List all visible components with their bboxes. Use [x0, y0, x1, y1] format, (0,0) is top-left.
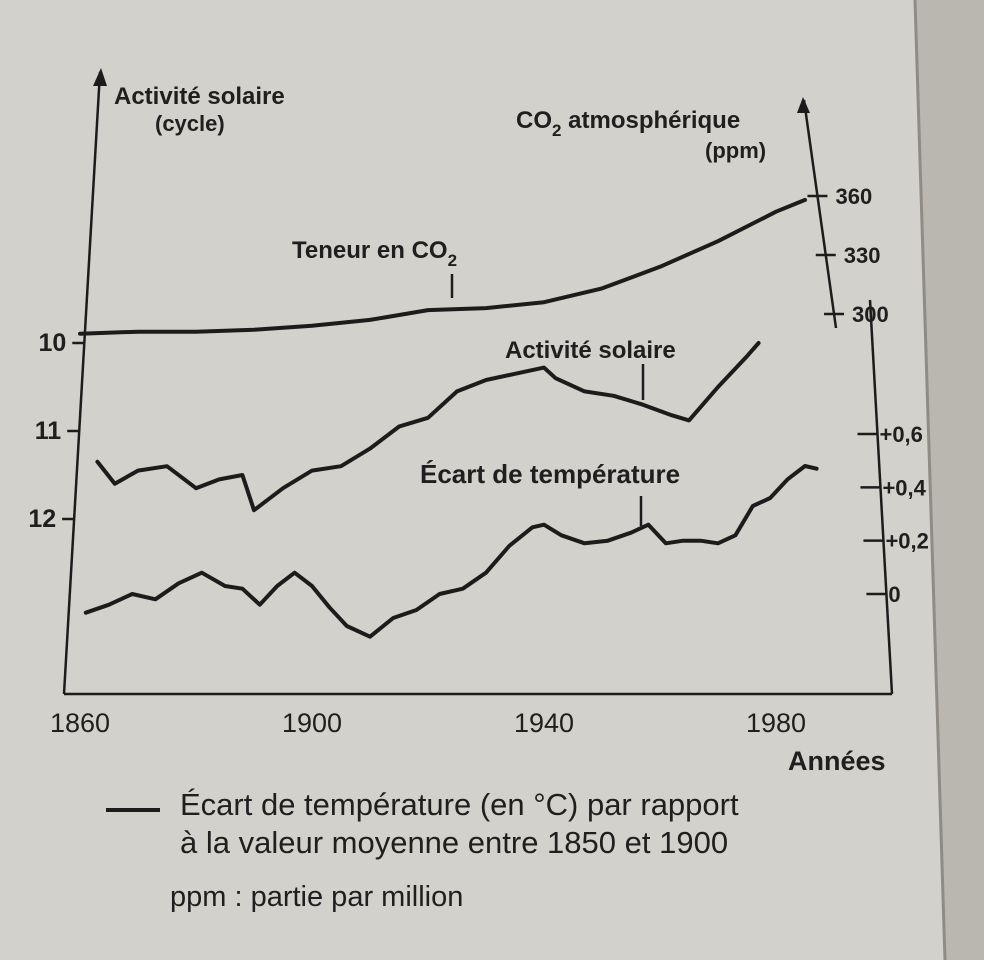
x-tick-label: 1940	[514, 708, 574, 738]
left-axis-line	[62, 71, 102, 695]
co2-series-label: Teneur en CO2	[292, 237, 457, 270]
co2-title-rest: atmosphérique	[561, 107, 740, 134]
co2-axis-title: CO2 atmosphérique	[516, 107, 740, 140]
co2-axis-arrow	[797, 97, 810, 113]
left-axis-arrow	[93, 68, 107, 86]
left-axis-ticks: 10 11 12	[28, 329, 85, 533]
left-tick-label: 11	[35, 417, 62, 445]
page-edge	[913, 0, 947, 960]
co2-label-main: Teneur en CO	[292, 237, 448, 264]
co2-label-sub: 2	[448, 251, 457, 270]
temp-tick-label: +0,2	[885, 529, 928, 554]
left-axis-unit: (cycle)	[155, 111, 225, 136]
co2-axis-ticks: 300 330 360	[807, 184, 889, 327]
temp-tick-label: +0,4	[882, 475, 926, 500]
temp-axis-ticks: +0,6 +0,4 +0,2 0	[857, 422, 929, 607]
temp-axis-line	[868, 299, 894, 695]
co2-series-line	[78, 197, 807, 336]
x-tick-label: 1900	[282, 708, 342, 738]
co2-tick-label: 330	[844, 243, 881, 268]
co2-axis-line	[802, 99, 838, 329]
x-axis-ticks: 1860 1900 1940 1980	[50, 708, 806, 738]
temp-tick-label: 0	[888, 582, 900, 607]
temp-series-label: Écart de température	[420, 459, 680, 489]
footnote: ppm : partie par million	[170, 881, 463, 913]
left-axis-title: Activité solaire	[114, 83, 285, 110]
temperature-series-line	[83, 464, 819, 639]
solar-series-line	[95, 341, 761, 513]
co2-axis-unit: (ppm)	[705, 138, 766, 163]
co2-title-sub: 2	[552, 121, 561, 140]
legend-text-line2: à la valeur moyenne entre 1850 et 1900	[180, 825, 728, 860]
x-axis-title: Années	[788, 746, 886, 776]
x-tick-label: 1980	[746, 708, 806, 738]
x-tick-label: 1860	[50, 708, 110, 738]
co2-tick-label: 300	[852, 302, 889, 327]
co2-title-part: CO	[516, 107, 552, 134]
temp-tick-label: +0,6	[879, 422, 922, 447]
solar-series-label: Activité solaire	[505, 337, 676, 364]
paper-sheet	[0, 0, 945, 960]
legend-text-line1: Écart de température (en °C) par rapport	[180, 787, 739, 822]
left-tick-label: 10	[39, 329, 67, 357]
left-tick-label: 12	[28, 505, 56, 533]
co2-tick-label: 360	[835, 184, 872, 209]
